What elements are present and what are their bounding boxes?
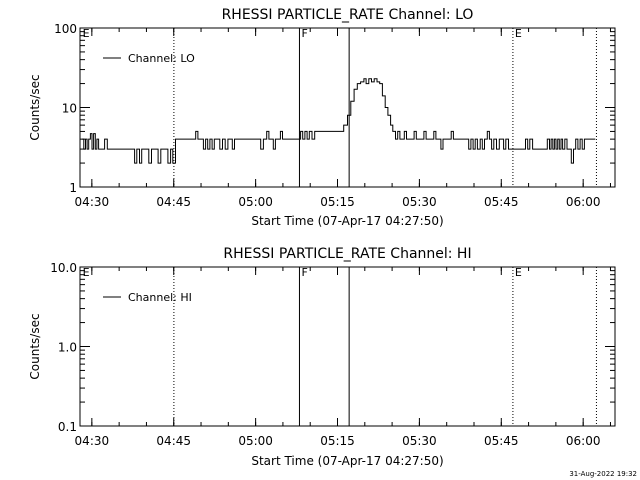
y-axis-label: Counts/sec (28, 74, 42, 140)
x-axis-label: Start Time (07-Apr-17 04:27:50) (251, 454, 443, 468)
x-tick-label: 05:00 (238, 195, 273, 209)
panel-lo: RHESSI PARTICLE_RATE Channel: LO Start Ti… (28, 7, 616, 228)
y-axis-label: Counts/sec (28, 313, 42, 379)
x-tick-label: 05:30 (402, 195, 437, 209)
chart-title: RHESSI PARTICLE_RATE Channel: LO (222, 7, 474, 23)
event-line-label: E (515, 266, 522, 279)
x-tick-label: 05:45 (484, 195, 519, 209)
event-line-label: F (301, 27, 307, 40)
x-tick-label: 05:30 (402, 434, 437, 448)
y-tick-label: 10.0 (50, 261, 77, 275)
x-tick-label: 05:15 (320, 434, 355, 448)
legend-label: Channel: HI (128, 291, 192, 304)
x-tick-label: 04:45 (156, 434, 191, 448)
y-tick-label: 100 (54, 22, 77, 36)
x-tick-label: 05:45 (484, 434, 519, 448)
x-tick-label: 06:00 (566, 195, 601, 209)
footer-timestamp: 31-Aug-2022 19:32 (569, 470, 637, 478)
chart-title: RHESSI PARTICLE_RATE Channel: HI (223, 246, 471, 262)
x-tick-label: 06:00 (566, 434, 601, 448)
event-line-label: E (515, 27, 522, 40)
y-tick-label: 10 (62, 102, 77, 116)
y-tick-label: 1 (69, 181, 77, 195)
x-tick-label: 05:00 (238, 434, 273, 448)
edge-event-label: E (83, 27, 90, 40)
y-tick-label: 0.1 (58, 420, 77, 434)
x-tick-label: 04:30 (75, 195, 110, 209)
x-tick-label: 04:30 (75, 434, 110, 448)
legend-label: Channel: LO (128, 52, 195, 65)
x-tick-label: 04:45 (156, 195, 191, 209)
y-tick-label: 1.0 (58, 341, 77, 355)
event-line-label: F (301, 266, 307, 279)
x-axis-label: Start Time (07-Apr-17 04:27:50) (251, 214, 443, 228)
edge-event-label: E (83, 266, 90, 279)
data-series-line (82, 78, 596, 164)
panel-hi: RHESSI PARTICLE_RATE Channel: HI Start Ti… (28, 246, 616, 468)
x-tick-label: 05:15 (320, 195, 355, 209)
